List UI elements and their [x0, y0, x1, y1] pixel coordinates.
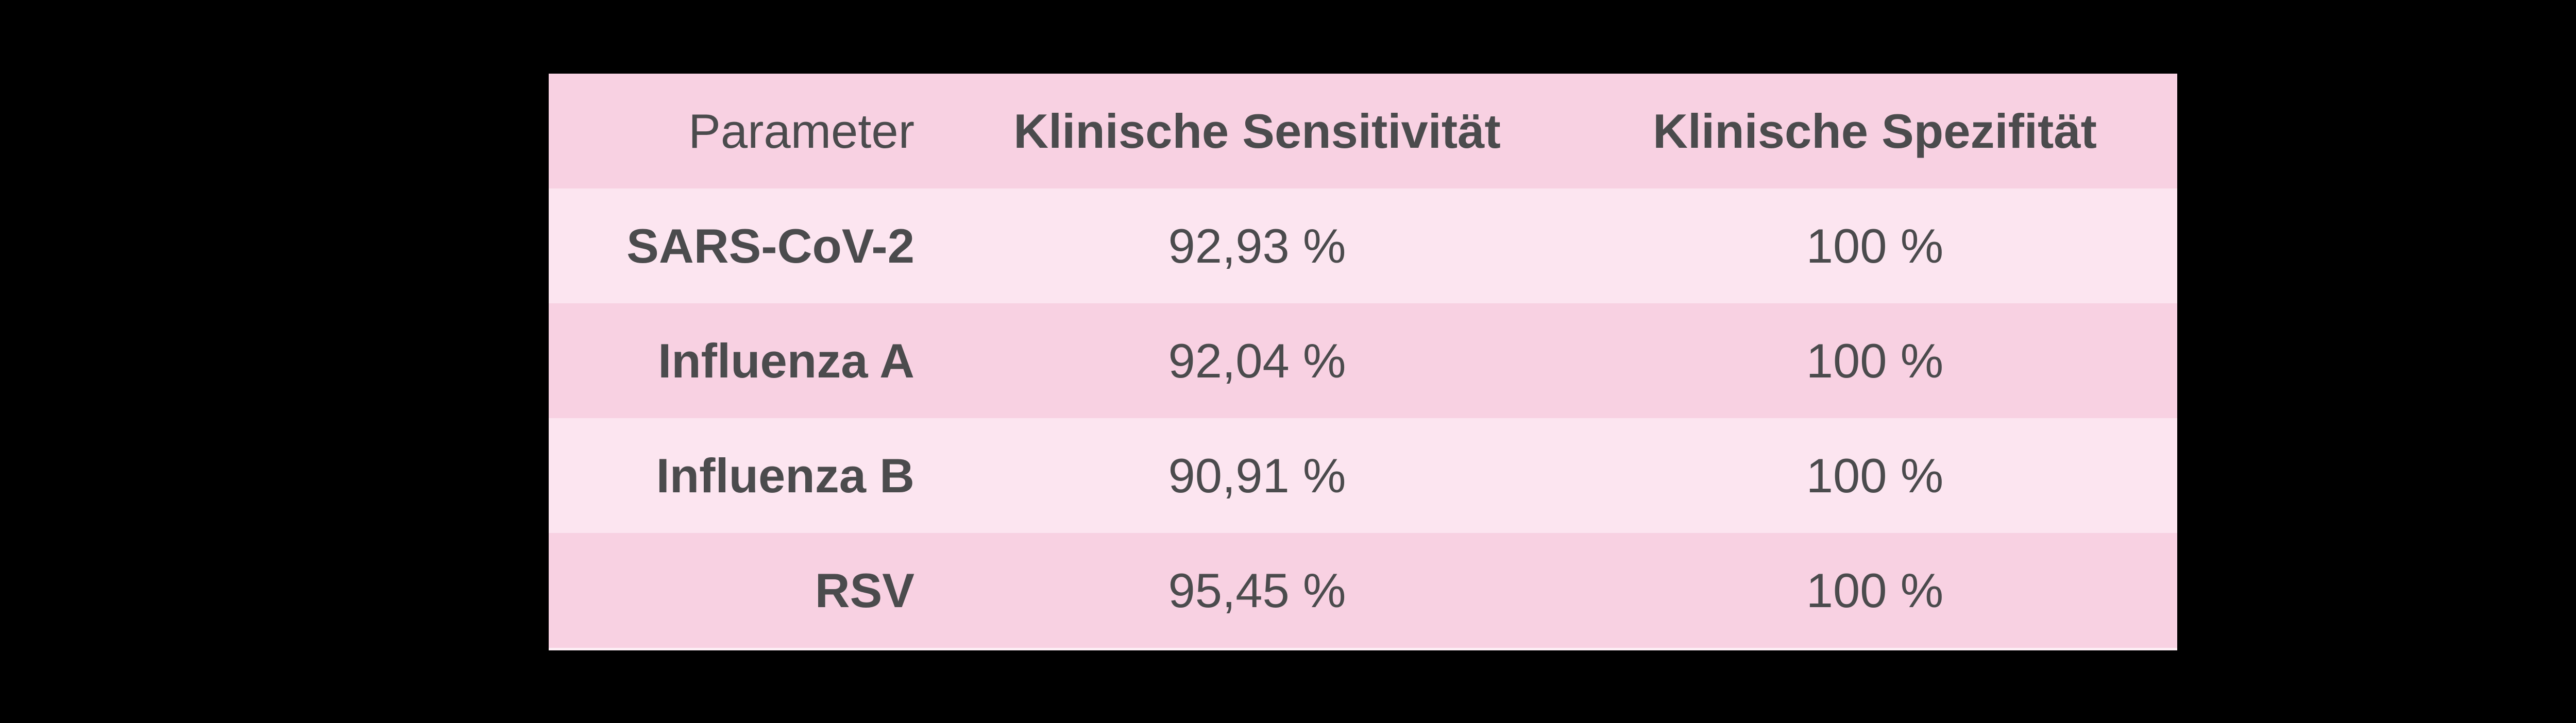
sensitivity-cell: 95,45 % [1168, 563, 1346, 617]
parameter-cell: SARS-CoV-2 [626, 218, 914, 273]
table-row-rsv: RSV 95,45 % 100 % [549, 533, 2177, 648]
clinical-performance-table: Parameter Klinische Sensitivität Klinisc… [549, 74, 2177, 650]
specificity-cell: 100 % [1806, 218, 1944, 273]
table-row-influenza-b: Influenza B 90,91 % 100 % [549, 418, 2177, 533]
table-row-sars-cov-2: SARS-CoV-2 92,93 % 100 % [549, 188, 2177, 303]
specificity-cell: 100 % [1806, 563, 1944, 617]
sensitivity-cell: 92,93 % [1168, 218, 1346, 273]
column-header-sensitivity: Klinische Sensitivität [1013, 104, 1501, 158]
sensitivity-cell: 90,91 % [1168, 448, 1346, 503]
table-row-influenza-a: Influenza A 92,04 % 100 % [549, 303, 2177, 418]
parameter-cell: RSV [815, 563, 914, 617]
parameter-cell: Influenza B [656, 448, 914, 503]
column-header-parameter: Parameter [688, 104, 914, 158]
specificity-cell: 100 % [1806, 448, 1944, 503]
sensitivity-cell: 92,04 % [1168, 333, 1346, 388]
table-header-row: Parameter Klinische Sensitivität Klinisc… [549, 74, 2177, 188]
specificity-cell: 100 % [1806, 333, 1944, 388]
parameter-cell: Influenza A [658, 333, 914, 388]
column-header-specificity: Klinische Spezifität [1653, 104, 2097, 158]
